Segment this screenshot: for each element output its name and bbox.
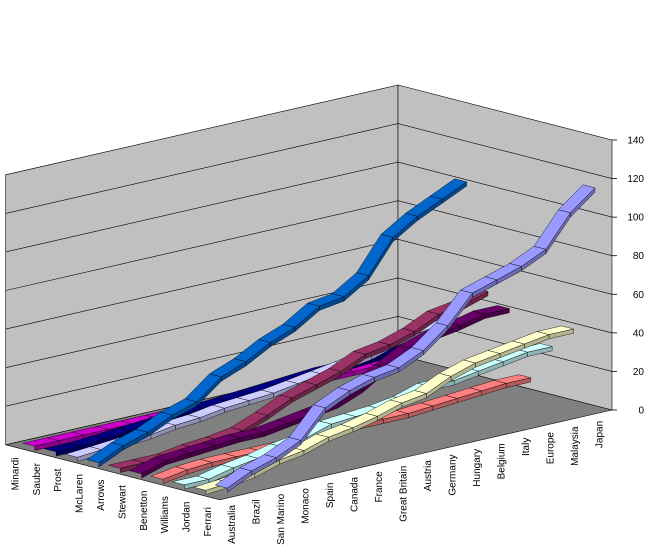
category-label: Spain [325, 483, 336, 509]
category-label: France [374, 471, 385, 503]
category-label: Austria [423, 460, 434, 492]
z-tick-label: 40 [633, 328, 645, 339]
gridline [5, 161, 613, 253]
category-label: Malaysia [570, 426, 581, 466]
category-label: Brazil [252, 499, 263, 524]
category-label: Europe [546, 432, 557, 465]
category-label: Germany [448, 454, 459, 495]
series-ribbon-arrows [108, 288, 489, 473]
z-tick-label: 120 [627, 174, 644, 185]
series-label: Arrows [96, 480, 107, 511]
series-ribbon-ferrari [214, 184, 596, 493]
series-ribbons [22, 178, 596, 495]
ribbon-segment-face [548, 328, 574, 340]
series-label: Stewart [117, 485, 128, 519]
category-label: Canada [350, 476, 361, 511]
category-label: Belgium [497, 443, 508, 479]
ribbon-segment-face [527, 346, 553, 357]
series-label: Williams [160, 496, 171, 533]
z-tick-label: 0 [638, 406, 644, 417]
series-label: Prost [53, 468, 64, 492]
series-label: Benetton [139, 491, 150, 531]
series-label: Ferrari [203, 507, 214, 536]
ribbon-segment-face [506, 377, 531, 388]
category-label: Hungary [472, 449, 483, 487]
gridline [5, 277, 613, 368]
z-tick-label: 100 [627, 213, 644, 224]
category-label: Monaco [301, 488, 312, 524]
series-ribbon-mclaren [86, 178, 468, 468]
series-axis-labels: Ferrari Jordan Williams Benetton Stewart Arro… [10, 458, 214, 537]
series-label: Sauber [32, 462, 43, 495]
category-label: Italy [521, 438, 532, 456]
category-label: Australia [227, 505, 238, 544]
category-label: Japan [595, 421, 606, 448]
ribbon-segment-face [484, 308, 510, 319]
category-label: Great Britain [399, 466, 410, 522]
category-label: San Marino [276, 493, 287, 545]
ribbon-segment-face [570, 187, 596, 218]
z-tick-label: 140 [627, 136, 644, 147]
series-label: McLaren [75, 474, 86, 513]
series-label: Minardi [10, 458, 21, 491]
z-tick-label: 60 [633, 290, 645, 301]
category-axis-labels: Australia Brazil San Marino Monaco Spain Cana… [227, 421, 606, 545]
z-tick-label: 80 [633, 251, 645, 262]
gridline [5, 238, 613, 330]
z-tick-label: 20 [633, 367, 645, 378]
z-axis-tick-labels: 0 20 40 60 80 100 120 140 [612, 136, 644, 417]
gridline [5, 123, 613, 214]
ribbon-segment-face [441, 181, 467, 204]
series-label: Jordan [182, 502, 193, 533]
